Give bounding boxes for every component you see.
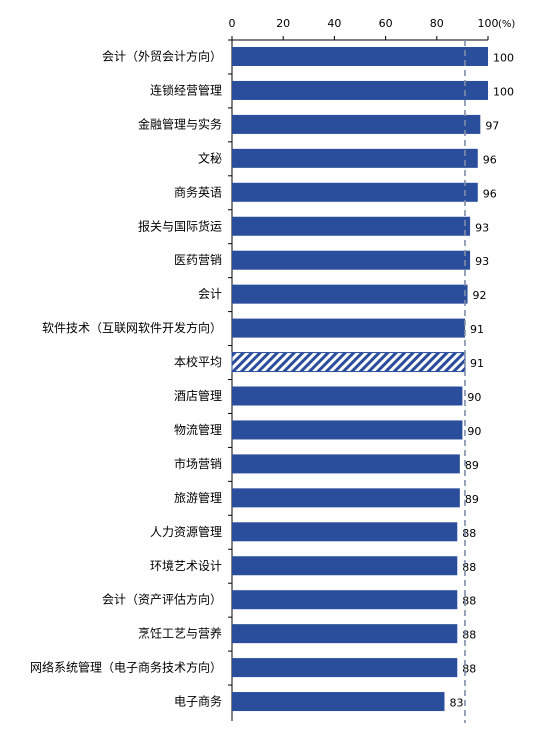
bar bbox=[232, 148, 478, 168]
x-tick-label: 0 bbox=[229, 17, 236, 30]
category-label: 金融管理与实务 bbox=[138, 116, 222, 131]
category-label: 旅游管理 bbox=[174, 490, 222, 505]
bar bbox=[232, 386, 463, 406]
bar bbox=[232, 114, 481, 134]
bar bbox=[232, 624, 458, 644]
bar bbox=[232, 522, 458, 542]
bar-value-label: 91 bbox=[470, 323, 484, 336]
bar bbox=[232, 488, 460, 508]
bar bbox=[232, 80, 488, 100]
bar bbox=[232, 454, 460, 474]
category-label: 会计（资产评估方向） bbox=[102, 592, 222, 607]
bar bbox=[232, 590, 458, 610]
bar bbox=[232, 216, 471, 236]
category-label: 文秘 bbox=[198, 150, 222, 165]
bar-value-label: 88 bbox=[462, 561, 476, 574]
bar-value-label: 91 bbox=[470, 357, 484, 370]
bar-value-label: 88 bbox=[462, 663, 476, 676]
bar-value-label: 92 bbox=[473, 289, 487, 302]
bar bbox=[232, 284, 468, 304]
bar-value-label: 88 bbox=[462, 629, 476, 642]
bar-value-label: 90 bbox=[467, 425, 481, 438]
bar bbox=[232, 658, 458, 678]
category-label: 连锁经营管理 bbox=[150, 82, 222, 97]
bar bbox=[232, 250, 471, 270]
bar bbox=[232, 47, 488, 66]
category-label: 酒店管理 bbox=[174, 388, 222, 403]
x-tick-label: 100 bbox=[478, 17, 499, 30]
x-axis-unit-label: (%) bbox=[498, 19, 515, 30]
bar-value-label: 88 bbox=[462, 527, 476, 540]
bar-average bbox=[231, 352, 466, 373]
bar bbox=[232, 182, 478, 202]
category-label: 市场营销 bbox=[174, 456, 222, 471]
bar-value-label: 88 bbox=[462, 595, 476, 608]
x-tick-label: 20 bbox=[276, 17, 290, 30]
bar-value-label: 93 bbox=[475, 255, 489, 268]
bar-value-label: 89 bbox=[465, 459, 479, 472]
category-label: 本校平均 bbox=[174, 354, 222, 369]
bar-value-label: 97 bbox=[485, 119, 499, 132]
category-label: 物流管理 bbox=[174, 422, 222, 437]
bar-value-label: 96 bbox=[483, 187, 497, 200]
bar-value-label: 96 bbox=[483, 153, 497, 166]
category-label: 会计（外贸会计方向） bbox=[102, 49, 222, 64]
x-tick-label: 80 bbox=[430, 17, 444, 30]
bar-value-label: 93 bbox=[475, 221, 489, 234]
category-label: 环境艺术设计 bbox=[150, 558, 222, 573]
category-label: 电子商务 bbox=[174, 694, 222, 709]
bars bbox=[231, 47, 488, 712]
bar-value-label: 100 bbox=[493, 85, 514, 98]
bar bbox=[232, 318, 465, 338]
category-label: 网络系统管理（电子商务技术方向） bbox=[30, 660, 222, 675]
bar bbox=[232, 420, 463, 440]
category-label: 会计 bbox=[198, 287, 222, 301]
category-label: 医药营销 bbox=[174, 253, 222, 267]
category-labels: 会计（外贸会计方向） 连锁经营管理金融管理与实务文秘商务英语报关与国际货运医药营销… bbox=[30, 49, 222, 709]
bar-value-label: 83 bbox=[449, 697, 463, 710]
x-tick-label: 60 bbox=[379, 17, 393, 30]
category-label: 人力资源管理 bbox=[150, 524, 222, 539]
category-label: 烹饪工艺与营养 bbox=[138, 626, 222, 641]
category-label: 软件技术（互联网软件开发方向） bbox=[42, 320, 222, 335]
category-label: 商务英语 bbox=[174, 184, 222, 199]
bar-value-label: 89 bbox=[465, 493, 479, 506]
bar bbox=[232, 692, 445, 712]
x-tick-label: 40 bbox=[327, 17, 341, 30]
category-label: 报关与国际货运 bbox=[138, 218, 222, 233]
bar bbox=[232, 556, 458, 576]
bar-value-label: 100 bbox=[493, 52, 514, 65]
bar-value-label: 90 bbox=[467, 391, 481, 404]
value-labels: 100 100 97 96 96 93 93 92 91 91 90 90 89 89 88 88 88 88 88… bbox=[449, 52, 514, 710]
